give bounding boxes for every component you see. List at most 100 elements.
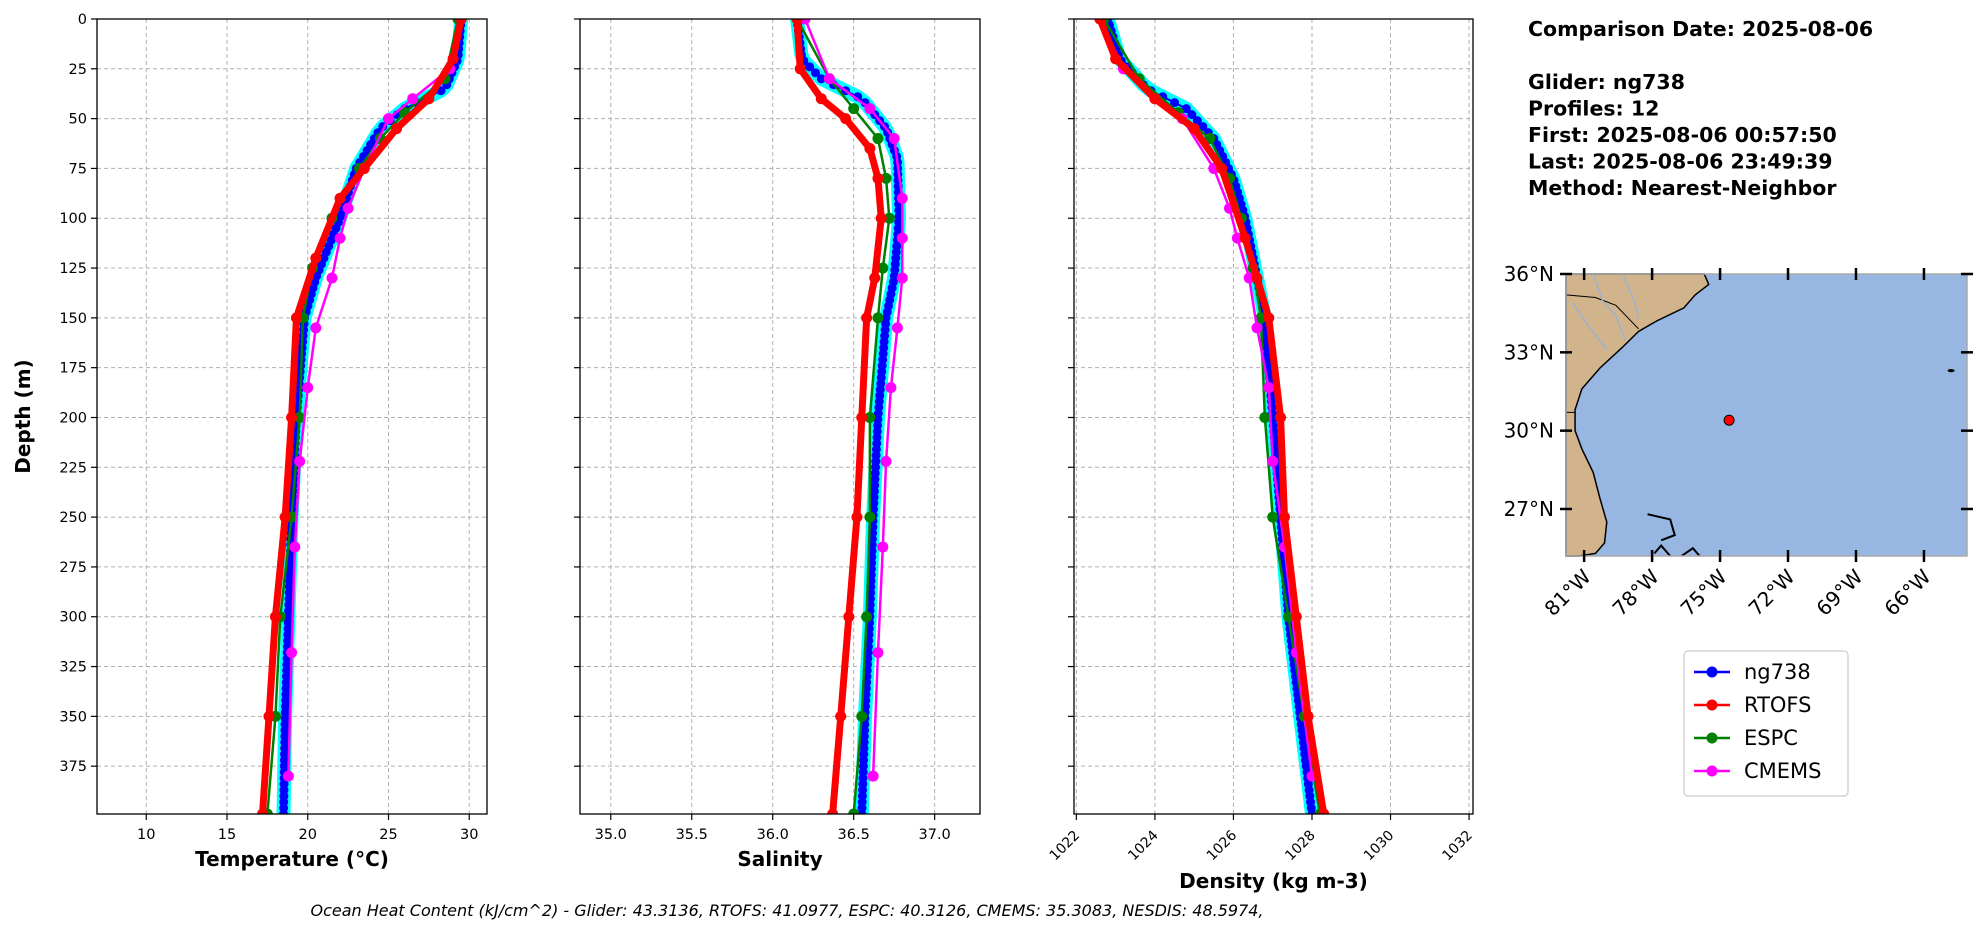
legend-label: ESPC: [1744, 726, 1798, 750]
x-tick-label: 36.5: [838, 827, 870, 843]
data-point-cmems: [294, 455, 306, 467]
data-point-rtofs: [391, 123, 403, 135]
x-tick-label: 35.0: [595, 827, 627, 843]
data-point-rtofs: [1251, 272, 1263, 284]
legend-item-cmems: CMEMS: [1694, 759, 1822, 783]
y-tick-label: 300: [59, 610, 87, 626]
data-point-cmems: [1231, 232, 1243, 244]
y-tick-label: 350: [59, 709, 87, 725]
data-point-rtofs: [290, 312, 302, 324]
data-point-ng738: [1192, 116, 1202, 126]
data-point-cmems: [282, 770, 294, 782]
info-comparison-date: Comparison Date: 2025-08-06: [1528, 17, 1873, 41]
y-tick-label: 325: [59, 660, 87, 676]
series-group: [1094, 19, 1330, 814]
river: [1622, 273, 1640, 319]
data-point-rtofs: [791, 19, 803, 25]
legend-label: CMEMS: [1744, 759, 1822, 783]
data-point-cmems: [888, 133, 900, 145]
y-tick-label: 125: [59, 261, 87, 277]
data-point-rtofs: [1216, 162, 1228, 174]
location-map: 36°N 33°N 30°N 27°N 81°W 78°W 75°W 72°W 69°W 66°W: [1504, 262, 1973, 621]
data-point-cmems: [896, 192, 908, 204]
data-point-rtofs: [334, 192, 346, 204]
legend-label: ng738: [1744, 660, 1811, 684]
data-point-rtofs: [827, 808, 839, 814]
data-point-rtofs: [1302, 710, 1314, 722]
legend-frame: [1683, 650, 1849, 797]
axes-frame: [96, 18, 488, 815]
bahamas-island: [1647, 513, 1676, 542]
data-point-cmems: [1251, 322, 1263, 334]
data-point-cmems: [799, 19, 811, 25]
data-point-cmems: [382, 113, 394, 125]
panel-density: 1022 1024 1026 1028 1030 1032 Density (kg m-3): [1047, 18, 1476, 893]
x-tick-label: 37.0: [919, 827, 951, 843]
data-point-rtofs: [447, 53, 459, 65]
y-tick-label: 375: [59, 759, 87, 775]
data-point-cmems: [872, 647, 884, 659]
series-group: [257, 19, 469, 814]
y-tick-label: 0: [78, 12, 87, 28]
data-point-rtofs: [358, 162, 370, 174]
x-tick-label: 20: [299, 827, 317, 843]
data-point-rtofs: [1188, 123, 1200, 135]
lat-tick-label: 30°N: [1504, 419, 1554, 443]
data-point-cmems: [896, 232, 908, 244]
data-point-rtofs: [1094, 19, 1106, 25]
panel-salinity: 35.0 35.5 36.0 36.5 37.0 Salinity: [574, 18, 981, 871]
data-point-cmems: [880, 455, 892, 467]
y-axis-label: Depth (m): [11, 359, 35, 473]
data-point-cmems: [823, 73, 835, 85]
lat-tick-label: 36°N: [1504, 262, 1554, 286]
legend: ng738 RTOFS ESPC CMEMS: [1683, 650, 1849, 797]
x-tick-label: 1030: [1361, 828, 1398, 865]
bermuda-island: [1947, 369, 1955, 373]
data-point-espc: [1267, 511, 1279, 523]
x-tick-label: 36.0: [757, 827, 789, 843]
x-tick-label: 10: [137, 827, 155, 843]
data-point-espc: [877, 262, 889, 274]
data-point-espc: [864, 511, 876, 523]
data-point-espc: [1259, 411, 1271, 423]
data-point-rtofs: [1278, 511, 1290, 523]
data-point-rtofs: [279, 511, 291, 523]
data-point-cmems: [326, 272, 338, 284]
data-point-cmems: [334, 232, 346, 244]
data-point-cmems: [864, 103, 876, 115]
data-point-rtofs: [869, 272, 881, 284]
data-point-rtofs: [1318, 808, 1330, 814]
data-point-ng738: [810, 68, 820, 78]
data-point-rtofs: [269, 611, 281, 623]
lon-tick-label: 66°W: [1879, 564, 1935, 620]
data-point-rtofs: [1290, 611, 1302, 623]
ocean-heat-content-footer: Ocean Heat Content (kJ/cm^2) - Glider: 4…: [310, 901, 1263, 920]
series-group: [790, 19, 908, 814]
data-point-rtofs: [794, 63, 806, 75]
lat-tick-label: 27°N: [1504, 497, 1554, 521]
data-point-ng738: [805, 62, 815, 72]
axes-frame: [1073, 18, 1474, 815]
data-point-espc: [864, 411, 876, 423]
data-point-rtofs: [1239, 232, 1251, 244]
data-point-cmems: [407, 93, 419, 105]
x-tick-label: 25: [379, 827, 397, 843]
data-point-rtofs: [856, 411, 868, 423]
x-tick-label: 1024: [1125, 827, 1162, 864]
y-tick-label: 50: [69, 112, 87, 128]
data-point-ng738: [279, 809, 289, 814]
y-tick-label: 100: [59, 211, 87, 227]
glider-location-marker: [1723, 414, 1735, 426]
data-point-rtofs: [263, 710, 275, 722]
data-point-espc: [856, 710, 868, 722]
data-point-ng738: [816, 74, 826, 84]
y-tick-label: 175: [59, 361, 87, 377]
info-first: First: 2025-08-06 00:57:50: [1528, 123, 1837, 147]
data-point-cmems: [867, 770, 879, 782]
legend-item-rtofs: RTOFS: [1694, 693, 1811, 717]
data-point-rtofs: [815, 93, 827, 105]
x-tick-label: 15: [218, 827, 236, 843]
lon-tick-label: 81°W: [1540, 564, 1596, 620]
info-method: Method: Nearest-Neighbor: [1528, 176, 1837, 200]
